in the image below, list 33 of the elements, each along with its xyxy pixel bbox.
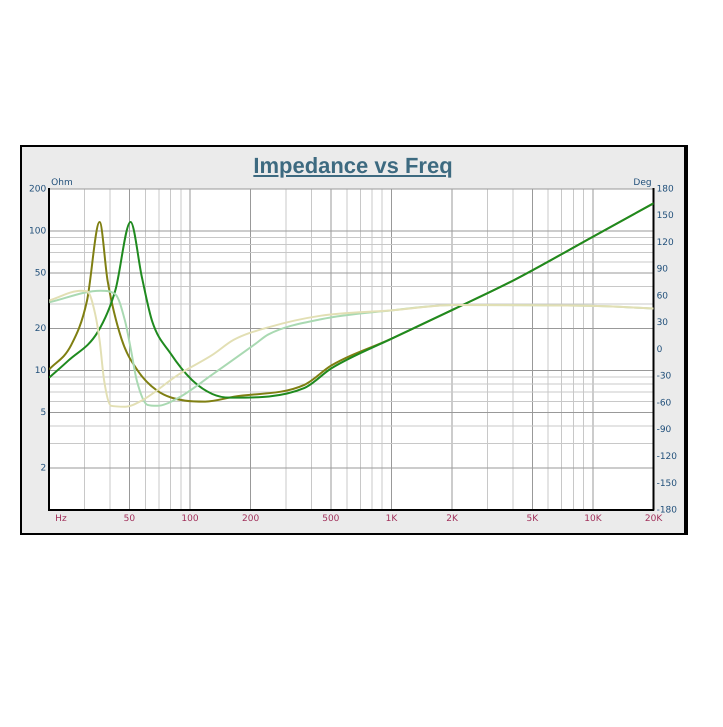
x-tick-label: 5K xyxy=(526,514,540,524)
x-tick-label: 100 xyxy=(181,514,199,524)
y-tick-label: 5 xyxy=(40,408,46,418)
y2-tick-label: -90 xyxy=(656,425,672,436)
x-tick-label: 10K xyxy=(584,514,603,524)
x-tick-label: 50 xyxy=(124,514,136,524)
y-tick-label: 50 xyxy=(34,268,46,278)
y2-tick-label: -60 xyxy=(656,398,672,408)
y2-tick-label: -150 xyxy=(656,478,678,489)
y2-tick-label: -180 xyxy=(656,506,678,516)
x-tick-label: 500 xyxy=(322,514,340,524)
y2-tick-label: 0 xyxy=(656,344,663,355)
y2-axis-title: Deg xyxy=(633,178,652,188)
y-tick-label: 100 xyxy=(28,226,46,236)
y-tick-label: 10 xyxy=(34,366,46,376)
y2-tick-label: 90 xyxy=(656,264,668,275)
y-axis-title: Ohm xyxy=(51,178,73,188)
x-tick-label: 200 xyxy=(242,514,260,524)
y2-tick-label: 60 xyxy=(656,291,668,302)
y2-tick-label: -120 xyxy=(656,452,678,462)
x-tick-label: 20K xyxy=(644,514,664,524)
y-tick-label: 200 xyxy=(28,184,46,194)
x-tick-label: 2K xyxy=(446,514,460,524)
y2-tick-label: 150 xyxy=(656,211,674,222)
y2-tick-label: 180 xyxy=(656,184,674,194)
y2-tick-label: 30 xyxy=(656,318,668,328)
chart-title: Impedance vs Freq xyxy=(252,153,454,179)
y-tick-label: 20 xyxy=(34,324,46,334)
x-axis-title: Hz xyxy=(55,514,67,524)
x-tick-label: 1K xyxy=(386,514,398,524)
y2-tick-label: -30 xyxy=(656,372,672,382)
y2-tick-label: 120 xyxy=(656,238,674,248)
y-tick-label: 2 xyxy=(40,464,46,474)
